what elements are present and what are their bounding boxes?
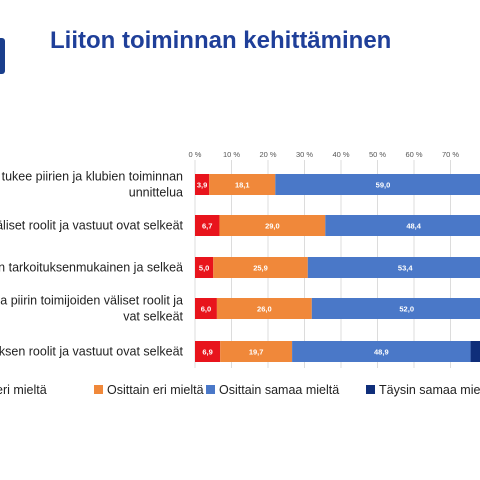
x-tick-label: 0 % <box>189 150 202 159</box>
legend-swatch <box>206 385 215 394</box>
x-tick-label: 20 % <box>259 150 276 159</box>
bar-segment <box>195 174 210 195</box>
category-label: väliset roolit ja vastuut ovat selkeät <box>0 219 184 233</box>
category-label: ksen roolit ja vastuut ovat selkeät <box>0 345 184 359</box>
category-label: ja piirin toimijoiden väliset roolit ja <box>0 294 183 308</box>
bar-segment <box>275 174 480 195</box>
bar-segment <box>213 257 308 278</box>
bar-segment <box>216 298 312 319</box>
data-label: 25,9 <box>253 264 268 273</box>
data-label: 5,0 <box>199 264 209 273</box>
x-tick-label: 10 % <box>223 150 240 159</box>
category-label: tukee piirien ja klubien toiminnan <box>2 170 183 184</box>
x-tick-label: 70 % <box>442 150 459 159</box>
data-label: 52,0 <box>399 305 414 314</box>
data-label: 6,0 <box>201 305 211 314</box>
legend-swatch <box>94 385 103 394</box>
slide-title: Liiton toiminnan kehittäminen <box>50 27 392 54</box>
bar-segment <box>220 341 293 362</box>
legend-label: Osittain eri mieltä <box>107 383 204 397</box>
bar-segment <box>325 215 480 236</box>
bar-segment <box>209 174 276 195</box>
data-label: 6,7 <box>202 222 212 231</box>
bar-segment <box>311 298 480 319</box>
legend-label: eri mieltä <box>0 383 47 397</box>
legend-label: Osittain samaa mieltä <box>219 383 339 397</box>
bar-segment <box>219 215 326 236</box>
bar-segment <box>307 257 480 278</box>
logo-mark <box>0 38 5 74</box>
data-label: 48,9 <box>374 348 389 357</box>
bar-segment <box>470 341 480 362</box>
data-label: 48,4 <box>406 222 421 231</box>
data-label: 6,9 <box>202 348 212 357</box>
x-tick-label: 30 % <box>296 150 313 159</box>
data-label: 59,0 <box>376 181 391 190</box>
data-label: 53,4 <box>398 264 413 273</box>
data-label: 29,0 <box>265 222 280 231</box>
data-label: 3,9 <box>197 181 207 190</box>
legend-swatch <box>366 385 375 394</box>
category-label: unnittelua <box>129 186 183 200</box>
bar-segment <box>195 341 221 362</box>
data-label: 26,0 <box>257 305 272 314</box>
bar-segment <box>195 257 214 278</box>
bar-segment <box>292 341 471 362</box>
bar-segment <box>195 298 217 319</box>
data-label: 19,7 <box>249 348 264 357</box>
data-label: 18,1 <box>235 181 250 190</box>
category-label: n tarkoituksenmukainen ja selkeä <box>0 261 183 275</box>
legend-label: Täysin samaa mieltä <box>379 383 480 397</box>
x-tick-label: 60 % <box>405 150 422 159</box>
category-label: vat selkeät <box>123 310 183 324</box>
x-tick-label: 50 % <box>369 150 386 159</box>
x-tick-label: 40 % <box>332 150 349 159</box>
bar-segment <box>195 215 220 236</box>
